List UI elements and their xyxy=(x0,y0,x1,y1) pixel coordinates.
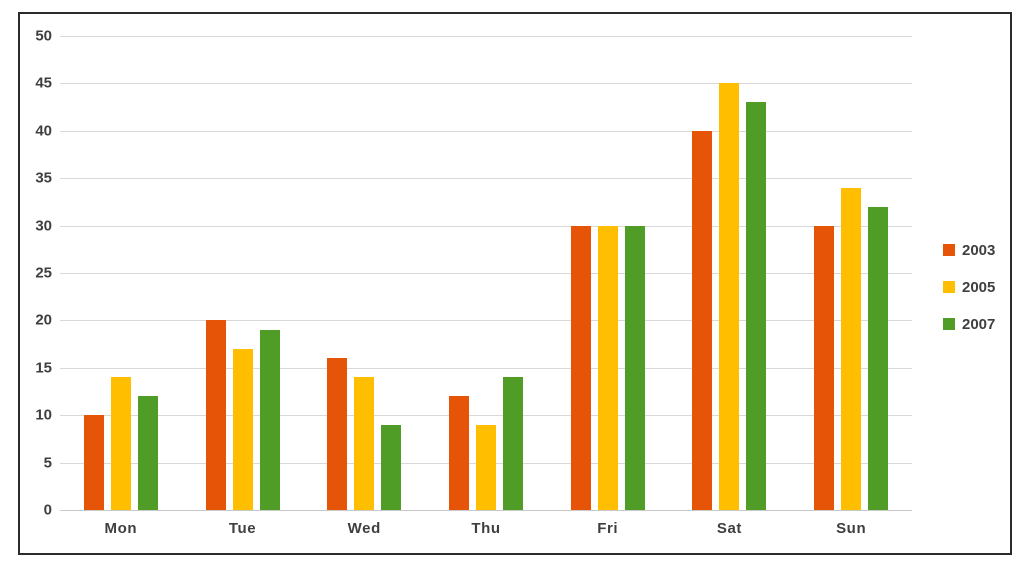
x-tick-label-wed: Wed xyxy=(347,520,381,537)
legend-swatch-icon xyxy=(943,318,955,330)
gridline xyxy=(60,320,912,322)
bar-2005-sun xyxy=(841,187,862,510)
bar-2003-sun xyxy=(814,225,835,510)
plot-area xyxy=(60,36,912,511)
y-tick-label: 45 xyxy=(35,74,52,92)
bar-2005-wed xyxy=(354,377,375,510)
legend-label: 2005 xyxy=(962,278,996,296)
x-tick-label-sun: Sun xyxy=(836,520,867,537)
gridline xyxy=(60,273,912,274)
bar-2005-mon xyxy=(110,377,131,510)
y-tick-label: 0 xyxy=(43,501,52,519)
y-tick-label: 25 xyxy=(35,264,52,282)
y-tick-label: 50 xyxy=(35,27,52,45)
y-tick-label: 10 xyxy=(35,406,52,424)
legend-label: 2003 xyxy=(962,241,996,259)
bar-2003-sat xyxy=(692,130,713,510)
y-tick-label: 35 xyxy=(35,169,52,187)
y-tick-label: 20 xyxy=(35,311,52,329)
y-tick-label: 40 xyxy=(35,122,52,140)
bar-2003-thu xyxy=(449,396,469,510)
bar-2007-fri xyxy=(624,225,645,510)
gridline xyxy=(60,367,912,369)
bar-2005-thu xyxy=(476,424,496,510)
bar-2005-sat xyxy=(719,83,740,510)
bar-2003-mon xyxy=(83,415,104,510)
bar-2005-fri xyxy=(597,225,618,510)
bar-2007-tue xyxy=(259,329,280,510)
bar-2003-fri xyxy=(570,225,591,510)
gridline xyxy=(60,83,912,85)
legend-item-2003: 2003 xyxy=(943,242,995,258)
legend-item-2005: 2005 xyxy=(943,279,995,295)
gridline xyxy=(60,130,912,132)
chart-frame: 0 5 10 15 20 25 30 35 40 45 50 Mon Tue Wed Thu Fri Sat S… xyxy=(18,12,1012,555)
gridline xyxy=(60,36,912,37)
legend-label: 2007 xyxy=(962,315,996,333)
legend: 2003 2005 2007 xyxy=(943,242,995,332)
y-tick-label: 30 xyxy=(35,217,52,235)
bar-2007-mon xyxy=(137,396,158,510)
x-tick-label-fri: Fri xyxy=(597,520,619,537)
gridline xyxy=(60,178,912,180)
legend-swatch-icon xyxy=(943,281,955,293)
bar-2003-wed xyxy=(327,358,348,510)
x-tick-label-sat: Sat xyxy=(716,520,742,537)
x-tick-label-thu: Thu xyxy=(471,520,501,537)
bar-2007-wed xyxy=(381,424,402,510)
y-tick-label: 5 xyxy=(43,454,52,472)
bar-2007-thu xyxy=(503,377,523,510)
bar-2003-tue xyxy=(205,320,226,510)
x-tick-label-tue: Tue xyxy=(228,520,257,537)
gridline xyxy=(60,415,912,417)
gridline xyxy=(60,225,912,227)
legend-item-2007: 2007 xyxy=(943,316,995,332)
x-tick-label-mon: Mon xyxy=(104,520,138,537)
bar-2007-sat xyxy=(746,102,767,510)
x-axis-line xyxy=(60,510,912,511)
y-axis-labels: 0 5 10 15 20 25 30 35 40 45 50 xyxy=(20,29,52,518)
y-tick-label: 15 xyxy=(35,359,52,377)
bar-2005-tue xyxy=(232,348,253,510)
x-axis-labels: Mon Tue Wed Thu Fri Sat Sun xyxy=(60,520,912,542)
bar-2007-sun xyxy=(868,206,889,510)
legend-swatch-icon xyxy=(943,244,955,256)
